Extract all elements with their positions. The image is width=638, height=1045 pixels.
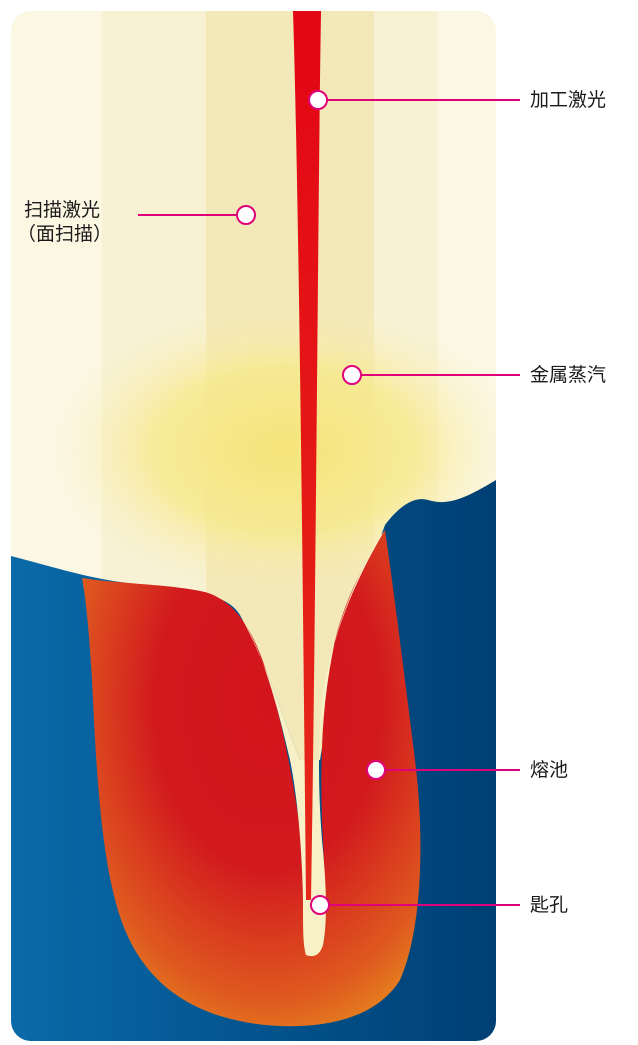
- label-process-laser: 加工激光: [530, 89, 607, 111]
- label-metal-vapor: 金属蒸汽: [530, 364, 607, 386]
- label-scan-laser-line2: （面扫描）: [17, 223, 113, 245]
- callout-marker-keyhole: [310, 895, 330, 915]
- callouts: [138, 90, 520, 915]
- label-melt-pool: 熔池: [530, 759, 569, 781]
- callout-marker-metal-vapor: [342, 365, 362, 385]
- callout-marker-melt-pool: [366, 760, 386, 780]
- callout-marker-scan-laser: [236, 205, 256, 225]
- label-scan-laser-line1: 扫描激光: [24, 199, 101, 221]
- melt-pool: [82, 530, 421, 1027]
- keyhole-cavity: [240, 530, 385, 957]
- diagram-panel: [11, 11, 496, 1041]
- label-keyhole: 匙孔: [530, 894, 569, 916]
- callout-marker-process-laser: [308, 90, 328, 110]
- process-laser-beam: [293, 11, 321, 900]
